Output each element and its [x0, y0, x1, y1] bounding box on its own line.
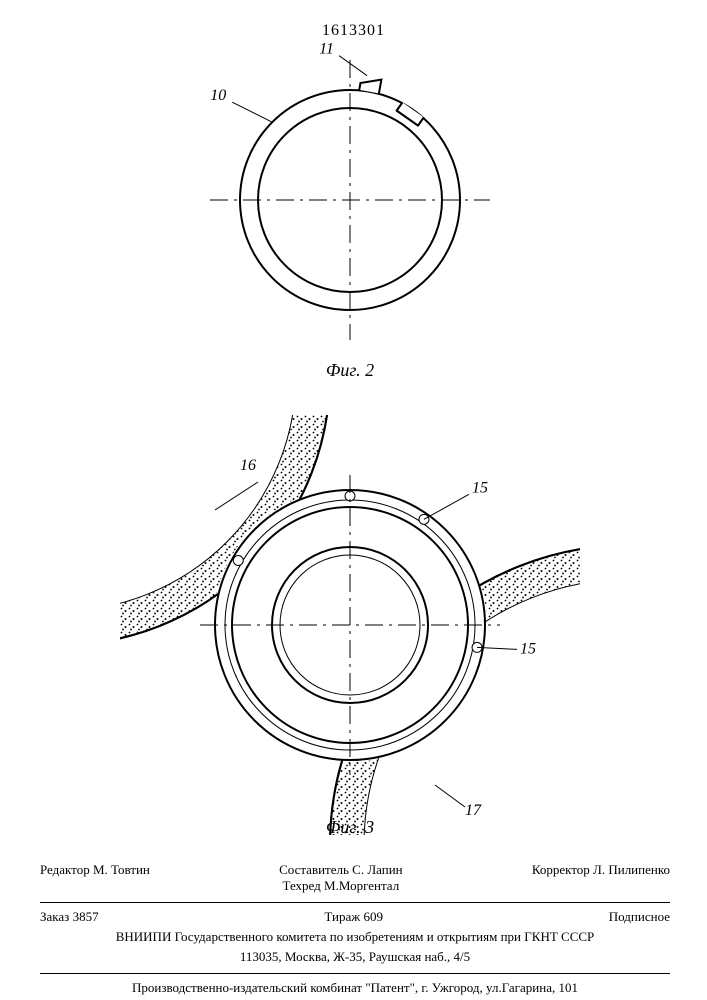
footer-order-row: Заказ 3857 Тираж 609 Подписное [40, 907, 670, 927]
footer-sep-2 [40, 973, 670, 974]
figure-2-block: 10 11 Фиг. 2 [170, 40, 530, 381]
document-number: 1613301 [0, 22, 707, 40]
org1-line: ВНИИПИ Государственного комитета по изоб… [40, 927, 670, 947]
compiler-techred-text: Составитель С. Лапин Техред М.Моргентал [279, 862, 403, 894]
figure-2-svg: 10 11 [170, 40, 530, 370]
svg-text:16: 16 [240, 457, 256, 474]
footer-credits-row: Редактор М. Товтин Составитель С. Лапин … [40, 860, 670, 896]
footer-sep-1 [40, 902, 670, 903]
editor-text: Редактор М. Товтин [40, 862, 150, 894]
svg-text:17: 17 [465, 802, 482, 819]
svg-text:10: 10 [210, 87, 226, 104]
corrector-text: Корректор Л. Пилипенко [532, 862, 670, 894]
org1-addr-line: 113035, Москва, Ж-35, Раушская наб., 4/5 [40, 947, 670, 967]
page: 1613301 1011 Фиг. 2 16171515 Фиг. 3 Реда… [0, 0, 707, 1000]
footer: Редактор М. Товтин Составитель С. Лапин … [40, 860, 670, 998]
tirazh-text: Тираж 609 [324, 909, 383, 925]
svg-text:15: 15 [520, 640, 536, 657]
figure-3-block: 16171515 Фиг. 3 [120, 415, 580, 838]
podpisnoe-text: Подписное [609, 909, 670, 925]
svg-text:15: 15 [472, 479, 488, 496]
figure-3-svg: 16 17 15 15 [120, 415, 580, 835]
order-text: Заказ 3857 [40, 909, 99, 925]
figure-2-caption: Фиг. 2 [170, 360, 530, 381]
svg-text:11: 11 [319, 41, 334, 58]
org2-line: Производственно-издательский комбинат "П… [40, 978, 670, 998]
